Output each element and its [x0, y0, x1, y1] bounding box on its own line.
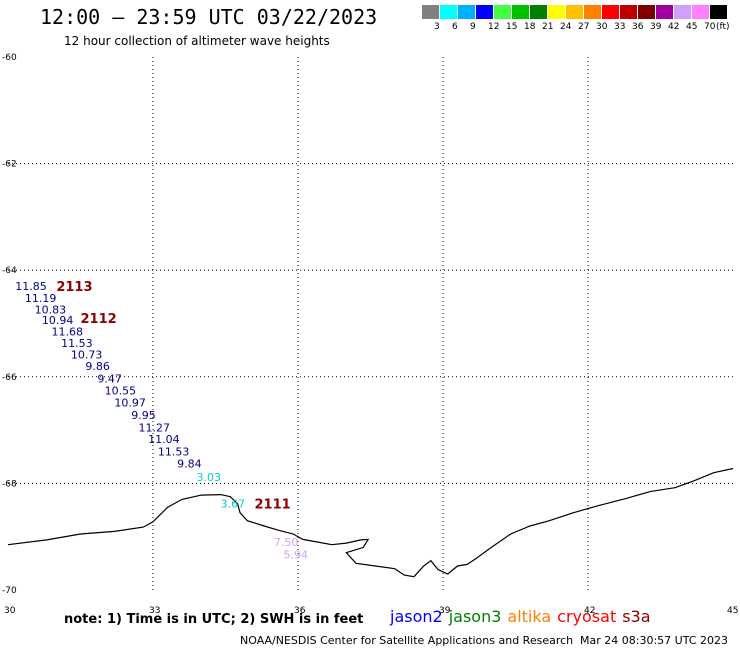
- x-tick-label: 33: [149, 606, 160, 616]
- scale-label: 18: [524, 22, 536, 32]
- legend-item-cryosat: cryosat: [557, 607, 617, 626]
- scale-swatch: [548, 5, 565, 19]
- x-tick-label: 42: [584, 606, 595, 616]
- scale-label: 30: [596, 22, 608, 32]
- y-tick-label: -68: [2, 479, 17, 489]
- wave-height-label: 9.86: [85, 360, 110, 373]
- scale-label: 12: [488, 22, 500, 32]
- pass-id-label: 2113: [56, 280, 92, 295]
- wave-height-label: 11.27: [139, 421, 171, 434]
- page-title: 12:00 – 23:59 UTC 03/22/2023: [40, 5, 378, 29]
- scale-swatch: [458, 5, 475, 19]
- x-tick-label: 39: [439, 606, 451, 616]
- scale-label: 36: [632, 22, 644, 32]
- scale-swatch: [476, 5, 493, 19]
- scale-label: 6: [452, 22, 458, 32]
- wave-height-label: 11.85: [15, 280, 47, 293]
- wave-height-labels: 11.8511.1910.8310.9411.6811.5310.739.869…: [15, 280, 308, 561]
- scale-label: 42: [668, 22, 680, 32]
- grid-lines: [8, 57, 733, 590]
- pass-id-labels: 2113 2112 2111: [56, 280, 290, 512]
- y-tick-label: -64: [2, 266, 17, 276]
- scale-label: 24: [560, 22, 572, 32]
- scale-swatch: [584, 5, 601, 19]
- scale-label: 45: [686, 22, 698, 32]
- legend-item-s3a: s3a: [622, 607, 651, 626]
- scale-swatch: [692, 5, 709, 19]
- x-tick-label: 45: [727, 606, 738, 616]
- wave-height-label: 10.97: [114, 396, 146, 409]
- coastline: [7, 467, 734, 578]
- scale-label: 70: [704, 22, 716, 32]
- scale-label: 39: [650, 22, 662, 32]
- pass-id-label: 2112: [81, 312, 117, 327]
- legend-item-jason3: jason3: [448, 607, 502, 626]
- wave-height-label: 11.04: [148, 433, 180, 446]
- scale-swatch: [710, 5, 727, 19]
- note-text: note: 1) Time is in UTC; 2) SWH is in fe…: [64, 612, 364, 627]
- legend-item-altika: altika: [507, 607, 552, 626]
- x-tick-label: 36: [294, 606, 306, 616]
- scale-swatch: [440, 5, 457, 19]
- y-tick-label: -70: [2, 586, 17, 596]
- wave-height-label: 10.55: [105, 385, 136, 398]
- scale-swatch: [422, 5, 439, 19]
- page-subtitle: 12 hour collection of altimeter wave hei…: [64, 34, 330, 48]
- scale-swatch: [494, 5, 511, 19]
- wave-height-label: 11.53: [61, 337, 93, 350]
- scale-unit: (ft): [716, 22, 730, 32]
- wave-height-label: 7.50: [274, 536, 299, 549]
- pass-id-label: 2111: [255, 498, 291, 513]
- coastline-path: [7, 467, 734, 578]
- scale-label: 27: [578, 22, 590, 32]
- x-tick-label: 30: [4, 606, 16, 616]
- scale-swatch: [530, 5, 547, 19]
- scale-label: 21: [542, 22, 554, 32]
- satellite-legend: jason2 jason3 altika cryosat s3a: [390, 607, 657, 626]
- y-tick-label: -62: [2, 160, 17, 170]
- wave-height-label: 9.84: [177, 458, 202, 471]
- scale-swatch: [674, 5, 691, 19]
- scale-swatch: [620, 5, 637, 19]
- timestamp-text: Mar 24 08:30:57 UTC 2023: [580, 634, 728, 647]
- wave-height-label: 11.53: [158, 445, 190, 458]
- scale-label: 15: [506, 22, 518, 32]
- axis-ticks: 30 33 36 39 42 45 -60 -62 -64 -66 -68 -70: [2, 53, 738, 616]
- scale-swatch: [602, 5, 619, 19]
- wave-height-label: 5.94: [284, 548, 309, 561]
- legend-item-jason2: jason2: [390, 607, 443, 626]
- scale-label: 9: [470, 22, 476, 32]
- wave-height-label: 11.68: [52, 325, 84, 338]
- wave-height-label: 3.67: [221, 498, 246, 511]
- wave-height-label: 10.73: [71, 348, 103, 361]
- wave-height-label: 10.83: [35, 304, 66, 317]
- credit-text: NOAA/NESDIS Center for Satellite Applica…: [240, 634, 574, 647]
- scale-label: 3: [434, 22, 440, 32]
- y-tick-label: -66: [2, 373, 17, 383]
- wave-height-label: 11.19: [25, 292, 56, 305]
- scale-swatch: [512, 5, 529, 19]
- wave-height-label: 3.03: [197, 471, 222, 484]
- scale-swatch: [656, 5, 673, 19]
- wave-height-label: 9.95: [131, 409, 156, 422]
- wave-height-label: 9.47: [97, 372, 122, 385]
- scale-swatch: [638, 5, 655, 19]
- wave-height-label: 10.94: [42, 314, 73, 327]
- scale-label: 33: [614, 22, 626, 32]
- scale-swatch: [566, 5, 583, 19]
- y-tick-label: -60: [2, 53, 17, 63]
